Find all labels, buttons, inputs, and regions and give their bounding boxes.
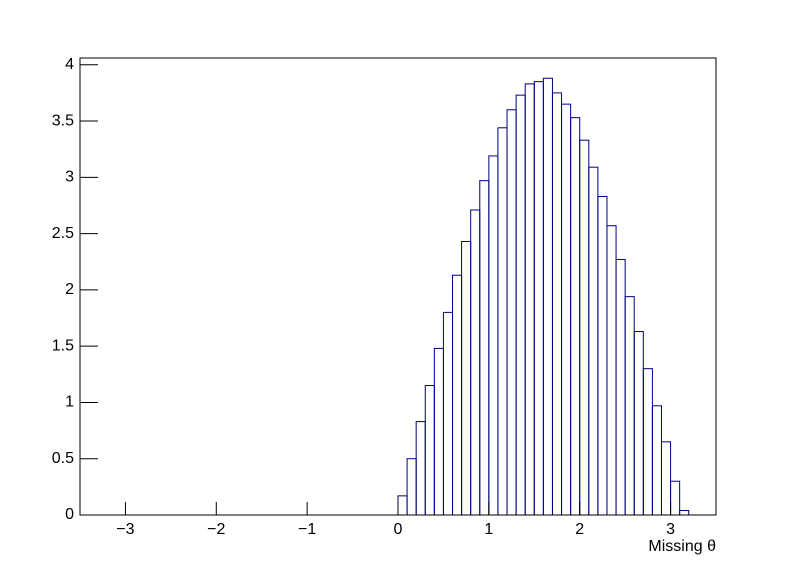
- x-tick-label: 3: [666, 521, 675, 538]
- x-axis-label: Missing θ: [648, 538, 716, 555]
- y-tick-label: 2: [65, 281, 74, 298]
- y-tick-label: 0: [65, 506, 74, 523]
- x-tick-label: −1: [298, 521, 316, 538]
- y-tick-label: 0.5: [52, 450, 74, 467]
- x-tick-label: 2: [575, 521, 584, 538]
- y-tick-label: 1.5: [52, 337, 74, 354]
- y-tick-label: 4: [65, 56, 74, 73]
- x-tick-label: −2: [207, 521, 225, 538]
- y-tick-label: 3: [65, 169, 74, 186]
- y-tick-label: 1: [65, 394, 74, 411]
- x-tick-label: 0: [394, 521, 403, 538]
- x-tick-label: 1: [484, 521, 493, 538]
- y-tick-label: 2.5: [52, 225, 74, 242]
- x-tick-label: −3: [116, 521, 134, 538]
- y-tick-label: 3.5: [52, 112, 74, 129]
